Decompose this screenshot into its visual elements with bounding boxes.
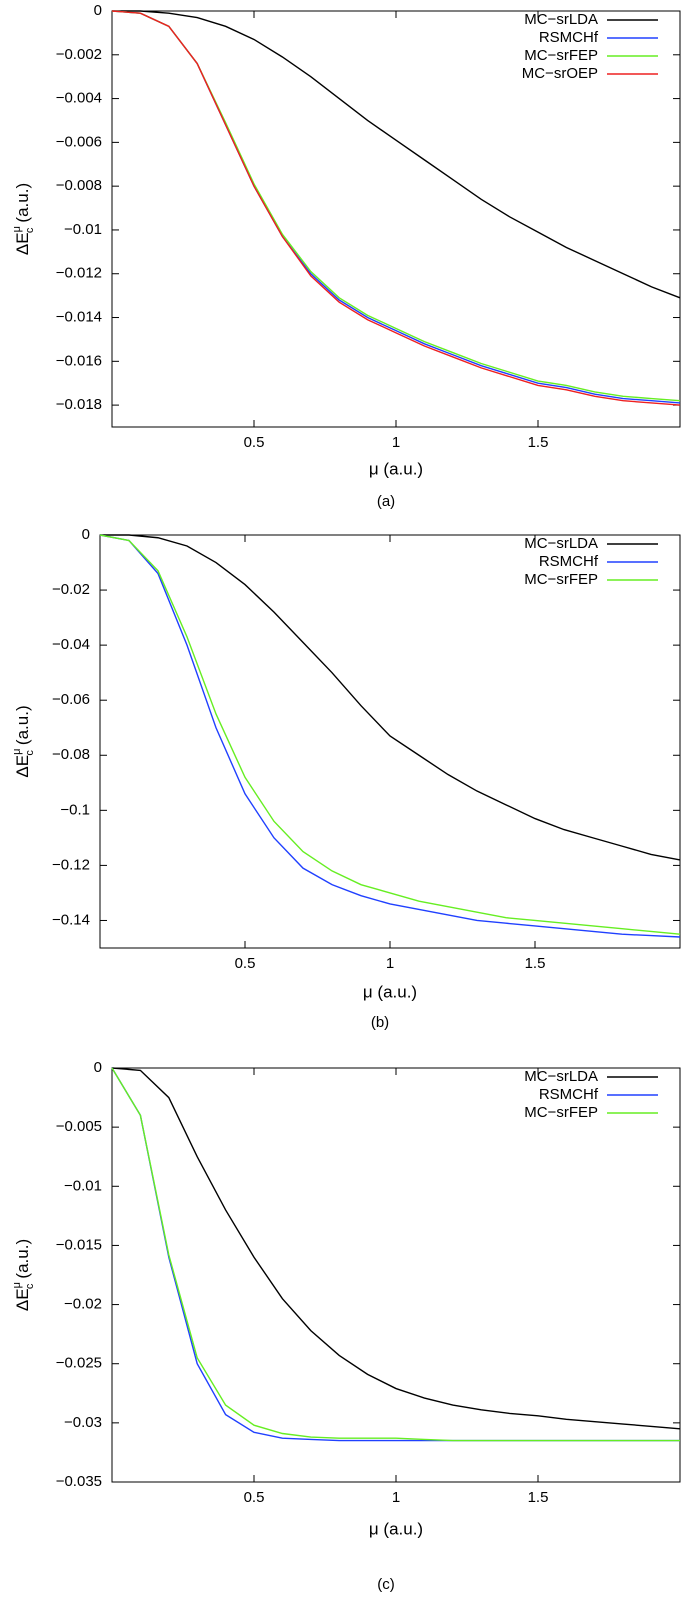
y-tick-label: −0.08 <box>52 746 90 763</box>
x-axis-label: μ (a.u.) <box>369 459 423 478</box>
y-tick-label: −0.002 <box>56 46 102 63</box>
legend-label: MC−srLDA <box>524 535 598 552</box>
series-line <box>111 1067 681 1430</box>
panel: 0 −0.02 −0.04 −0.06 −0.08 −0.1 −0.12 −0.14 0.5 1 1… <box>11 526 681 1031</box>
x-tick-label: 1 <box>392 1489 400 1506</box>
panel: 0 −0.005 −0.01 −0.015 −0.02 −0.025 −0.03 −0.035… <box>11 1059 681 1593</box>
y-label-unit: (a.u.) <box>13 705 32 745</box>
series-line <box>99 534 681 938</box>
y-tick-label: −0.035 <box>56 1473 102 1490</box>
y-label-sup: μ <box>11 749 23 755</box>
legend-label: RSMCHf <box>539 29 599 46</box>
y-label-base: ΔE <box>13 755 32 778</box>
y-tick-label: 0 <box>94 2 102 19</box>
legend-label: MC−srFEP <box>524 47 598 64</box>
legend-label: MC−srLDA <box>524 11 598 28</box>
y-tick-label: −0.016 <box>56 352 102 369</box>
y-tick-label: −0.03 <box>64 1414 102 1431</box>
y-tick-label: −0.02 <box>64 1296 102 1313</box>
y-label-sub: c <box>24 227 36 233</box>
y-axis-label: ΔEμc (a.u.) <box>11 1239 36 1311</box>
y-label-sub: c <box>24 750 36 756</box>
y-label-sub: c <box>24 1283 36 1289</box>
caption: (b) <box>371 1014 389 1031</box>
y-label-unit: (a.u.) <box>13 183 32 223</box>
legend-label: RSMCHf <box>539 1086 599 1103</box>
y-tick-label: −0.018 <box>56 396 102 413</box>
legend-label: MC−srLDA <box>524 1068 598 1085</box>
plot-frame <box>111 1067 681 1483</box>
y-tick-label: −0.12 <box>52 856 90 873</box>
y-tick-label: −0.04 <box>52 636 90 653</box>
series-line <box>99 534 681 935</box>
x-tick-label: 0.5 <box>244 1489 265 1506</box>
legend-label: MC−srFEP <box>524 571 598 588</box>
series-line <box>112 10 681 299</box>
caption: (c) <box>377 1576 395 1593</box>
y-tick-label: −0.004 <box>56 90 102 107</box>
series-line <box>100 534 681 861</box>
y-tick-label: −0.01 <box>64 1177 102 1194</box>
y-axis-label: ΔEμc (a.u.) <box>11 705 36 777</box>
y-label-unit: (a.u.) <box>13 1239 32 1279</box>
y-tick-label: 0 <box>82 526 90 543</box>
x-tick-label: 1 <box>386 955 394 972</box>
y-tick-label: −0.1 <box>60 801 90 818</box>
x-axis-label: μ (a.u.) <box>363 982 417 1001</box>
y-tick-label: −0.06 <box>52 691 90 708</box>
y-tick-label: −0.014 <box>56 308 102 325</box>
x-tick-label: 0.5 <box>244 434 265 451</box>
y-label-base: ΔE <box>13 1288 32 1311</box>
series-line <box>111 1067 680 1442</box>
y-axis-label: ΔEμc (a.u.) <box>11 183 36 255</box>
x-tick-label: 0.5 <box>235 955 256 972</box>
caption: (a) <box>377 493 395 510</box>
legend-label: MC−srFEP <box>524 1104 598 1121</box>
y-tick-label: −0.015 <box>56 1236 102 1253</box>
x-tick-label: 1.5 <box>525 955 546 972</box>
series-line <box>111 10 681 406</box>
y-tick-label: −0.01 <box>64 221 102 238</box>
y-tick-label: −0.14 <box>52 911 90 928</box>
y-tick-label: −0.025 <box>56 1355 102 1372</box>
y-tick-label: −0.005 <box>56 1118 102 1135</box>
y-tick-label: −0.012 <box>56 265 102 282</box>
x-tick-label: 1 <box>392 434 400 451</box>
y-tick-label: −0.008 <box>56 177 102 194</box>
y-label-base: ΔE <box>13 232 32 255</box>
x-tick-label: 1.5 <box>528 434 549 451</box>
x-axis-label: μ (a.u.) <box>369 1519 423 1538</box>
plot-frame <box>99 534 681 949</box>
y-tick-label: −0.006 <box>56 133 102 150</box>
legend-label: MC−srOEP <box>522 65 598 82</box>
y-tick-label: 0 <box>94 1059 102 1076</box>
y-label-sup: μ <box>11 1282 23 1288</box>
x-tick-label: 1.5 <box>528 1489 549 1506</box>
series-line <box>111 1067 680 1442</box>
legend-label: RSMCHf <box>539 553 599 570</box>
panel: 0 −0.002 −0.004 −0.006 −0.008 −0.01 −0.012 −0.0… <box>11 2 681 510</box>
y-tick-label: −0.02 <box>52 581 90 598</box>
y-label-sup: μ <box>11 226 23 232</box>
